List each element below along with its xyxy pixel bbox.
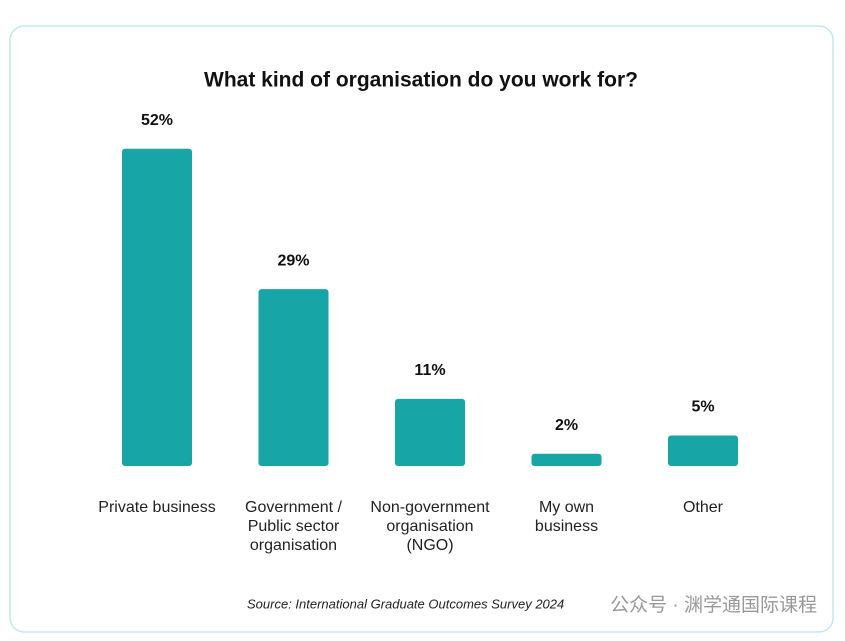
x-tick-label: Other [683, 499, 724, 516]
bar [668, 435, 738, 466]
value-label: 2% [555, 417, 578, 434]
value-label: 11% [414, 362, 445, 379]
source-note: Source: International Graduate Outcomes … [247, 596, 564, 611]
bar [122, 148, 192, 467]
value-label: 5% [691, 399, 714, 416]
value-label: 29% [277, 252, 309, 269]
watermark: 公众号 · 渊学通国际课程 [610, 594, 817, 616]
chart-title: What kind of organisation do you work fo… [204, 69, 638, 92]
bar [258, 289, 329, 466]
x-tick-label: Government / Public sector organisation [245, 499, 342, 554]
card-border [9, 25, 834, 633]
bar [531, 453, 602, 466]
value-label: 52% [141, 112, 173, 129]
x-tick-label: Non-government organisation (NGO) [370, 499, 490, 554]
x-tick-label: My own business [535, 499, 598, 535]
x-tick-label: Private business [98, 499, 215, 516]
bar [395, 398, 465, 466]
